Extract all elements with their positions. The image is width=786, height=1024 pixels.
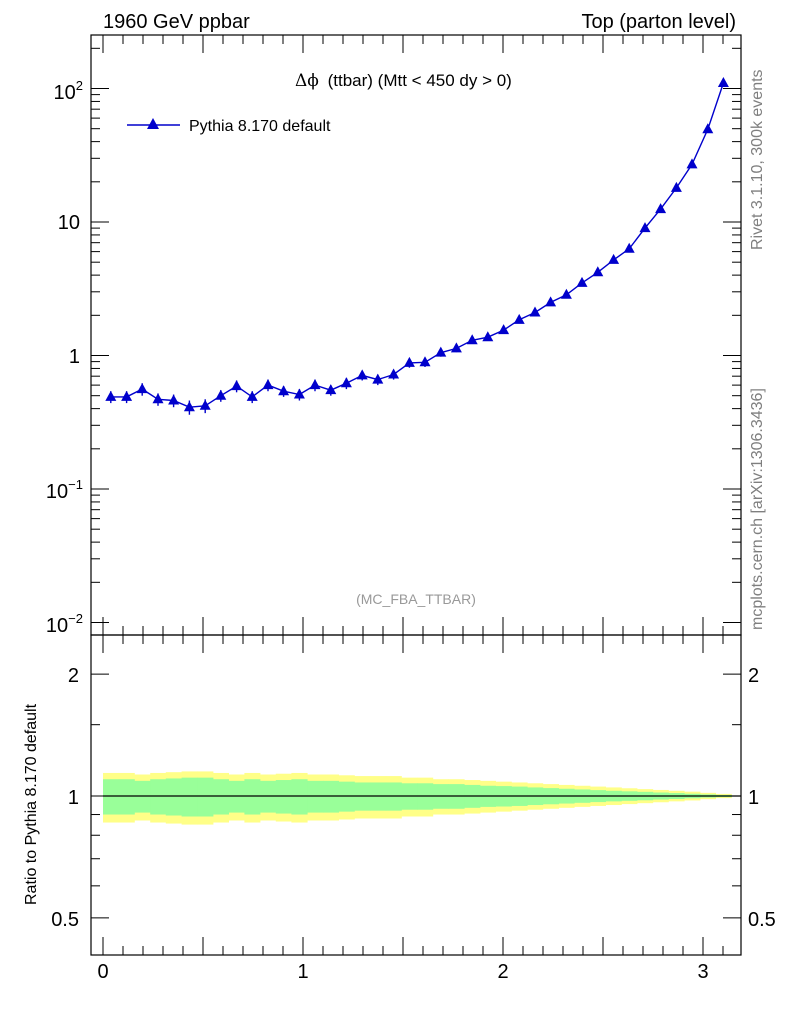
data-point-triangle [560,288,572,299]
ratio-y-tick-label-right-05: 0.5 [748,909,776,931]
data-point-triangle [278,385,290,396]
ratio-y-tick-label-1: 1 [68,787,79,809]
data-point-triangle [356,369,368,380]
data-point-triangle [545,296,557,307]
mcplots-label: mcplots.cern.ch [arXiv:1306.3436] [749,388,766,630]
x-tick-label-3: 3 [697,961,708,983]
y-tick-label-e2: 102 [54,78,83,104]
y-tick-label-e1: 10 [58,212,80,234]
ratio-y-tick-label-2: 2 [68,665,79,687]
ratio-y-tick-label-right-2: 2 [748,665,759,687]
data-point-triangle [325,384,337,395]
data-point-triangle [655,203,667,214]
ratio-band-inner [165,778,182,816]
ratio-band-inner [103,779,120,815]
ratio-y-axis-label: Ratio to Pythia 8.170 default [23,703,40,905]
data-point-triangle [388,368,400,379]
data-point-triangle [576,276,588,287]
main-panel: Δϕ (ttbar) (Mtt < 450 dy > 0) Pythia 8.1… [46,34,742,637]
ratio-band-inner [244,779,261,815]
ratio-band-inner [197,777,214,817]
data-point-triangle [639,222,651,233]
data-point-triangle [340,377,352,388]
legend: Pythia 8.170 default [127,118,331,135]
series-line [110,82,725,408]
data-point-triangle [686,158,698,169]
data-point-triangle [121,390,133,401]
data-point-triangle [152,393,164,404]
data-point-triangle [498,324,510,335]
header-left-label: 1960 GeV ppbar [103,11,250,33]
data-point-triangle [702,123,714,134]
legend-marker-triangle [147,118,159,129]
data-point-triangle [183,401,195,412]
main-title-text: (ttbar) (Mtt < 450 dy > 0) [328,71,512,90]
ratio-band-inner [118,779,135,815]
data-point-triangle [450,342,462,353]
data-point-triangle [293,388,305,399]
ratio-band-inner [228,780,245,813]
y-tick-label-e0: 1 [69,346,80,368]
data-point-triangle [466,334,478,345]
ratio-band-inner [307,780,324,813]
data-point-triangle [372,373,384,384]
data-point-triangle [215,389,227,400]
x-tick-label-1: 1 [297,961,308,983]
data-point-triangle [168,394,180,405]
analysis-label: (MC_FBA_TTBAR) [356,591,476,607]
data-point-triangle [403,356,415,367]
legend-label: Pythia 8.170 default [189,118,331,135]
ratio-panel-frame [90,634,742,956]
ratio-band-inner [338,781,355,812]
ratio-band-inner [181,777,198,817]
data-point-triangle [608,253,620,264]
data-point-triangle [670,181,682,192]
ratio-band-inner [323,780,339,813]
data-point-triangle [136,383,148,394]
main-title-symbol: Δϕ [295,71,319,91]
ratio-band-inner [150,779,167,815]
data-point-triangle [246,390,258,401]
data-point-triangle [482,331,494,342]
ratio-panel: 2 1 0.5 2 1 0.5 0 1 2 3 Ratio to Pythia … [23,634,776,983]
ratio-band-inner [275,780,292,814]
ratio-y-tick-label-05: 0.5 [51,909,79,931]
data-point-triangle [105,390,117,401]
y-tick-label-em2: 10−2 [46,611,83,637]
data-point-triangle [231,380,243,391]
data-point-triangle [513,313,525,324]
x-tick-label-2: 2 [497,961,508,983]
main-title: Δϕ (ttbar) (Mtt < 450 dy > 0) [295,71,512,91]
y-tick-label-em1: 10−1 [46,477,83,503]
ratio-y-tick-label-right-1: 1 [748,787,759,809]
data-point-triangle [419,356,431,367]
ratio-band-inner [134,780,151,813]
data-point-triangle [309,379,321,390]
data-point-triangle [623,242,635,253]
data-point-triangle [435,346,447,357]
data-point-triangle [592,266,604,277]
ratio-band-inner [213,779,229,815]
data-point-triangle [529,306,541,317]
x-tick-label-0: 0 [97,961,108,983]
data-point-triangle [199,399,211,410]
data-point-triangle [717,76,729,87]
header-right-label: Top (parton level) [581,11,736,33]
data-point-triangle [262,379,274,390]
rivet-version-label: Rivet 3.1.10, 300k events [749,69,766,250]
ratio-band-inner [260,780,277,813]
ratio-band-inner [291,779,308,815]
